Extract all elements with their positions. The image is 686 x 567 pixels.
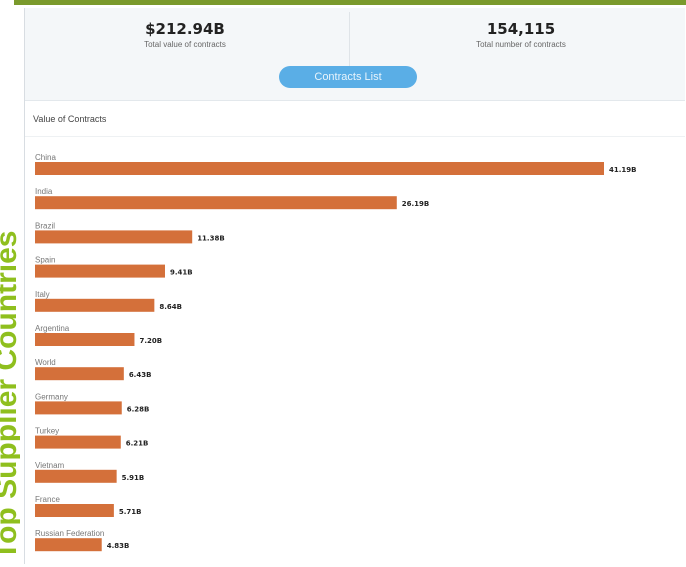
bar-italy[interactable]: [35, 298, 155, 312]
kpi-band: $212.94B Total value of contracts 154,11…: [25, 8, 685, 101]
value-label-vietnam: 5.91B: [122, 474, 145, 482]
kpi-total-count-label: Total number of contracts: [476, 40, 566, 49]
value-label-germany: 6.28B: [127, 405, 150, 413]
bar-spain[interactable]: [35, 264, 165, 278]
category-label-turkey: Turkey: [35, 427, 59, 436]
side-title-text: Top Supplier Countries: [0, 230, 20, 560]
category-label-russian-federation: Russian Federation: [35, 529, 104, 538]
category-label-india: India: [35, 187, 53, 196]
kpi-total-value-label: Total value of contracts: [144, 40, 226, 49]
bar-france[interactable]: [35, 504, 114, 517]
kpi-total-count-number: 154,115: [486, 20, 556, 38]
category-label-brazil: Brazil: [35, 221, 55, 230]
category-label-world: World: [35, 358, 56, 367]
top-accent-rule: [14, 0, 686, 5]
kpi-total-value: $212.94B Total value of contracts: [35, 20, 335, 49]
category-label-china: China: [35, 153, 56, 162]
dashboard-card: $212.94B Total value of contracts 154,11…: [24, 8, 685, 564]
section-divider: [25, 136, 685, 137]
category-label-spain: Spain: [35, 256, 55, 265]
value-label-italy: 8.64B: [159, 303, 182, 311]
contracts-list-button[interactable]: Contracts List: [279, 66, 417, 88]
bar-chart: China 41.19B India 26.19B Brazil 11.38B Spain 9…: [35, 153, 636, 552]
category-label-france: France: [35, 495, 60, 504]
value-label-france: 5.71B: [119, 508, 142, 516]
kpi-total-count: 154,115 Total number of contracts: [371, 20, 671, 49]
bar-brazil[interactable]: [35, 230, 193, 244]
category-label-argentina: Argentina: [35, 324, 70, 333]
value-label-india: 26.19B: [402, 200, 429, 208]
bar-vietnam[interactable]: [35, 469, 117, 483]
bar-turkey[interactable]: [35, 435, 121, 449]
bar-germany[interactable]: [35, 401, 122, 415]
category-label-vietnam: Vietnam: [35, 461, 65, 470]
kpi-total-value-number: $212.94B: [145, 20, 225, 38]
bar-china[interactable]: [35, 162, 604, 175]
value-label-china: 41.19B: [609, 166, 636, 174]
side-title: Top Supplier Countries: [0, 120, 20, 560]
value-label-turkey: 6.21B: [126, 440, 149, 448]
kpi-divider: [349, 12, 350, 68]
bar-india[interactable]: [35, 196, 397, 210]
category-label-germany: Germany: [35, 392, 68, 401]
value-label-argentina: 7.20B: [139, 337, 162, 345]
value-label-spain: 9.41B: [170, 269, 193, 277]
value-label-world: 6.43B: [129, 371, 152, 379]
value-label-brazil: 11.38B: [197, 234, 224, 242]
category-label-italy: Italy: [35, 290, 50, 299]
value-label-russian-federation: 4.83B: [107, 542, 130, 550]
bar-russian-federation[interactable]: [35, 538, 102, 552]
section-label: Value of Contracts: [33, 114, 107, 124]
bar-argentina[interactable]: [35, 333, 135, 346]
bar-world[interactable]: [35, 367, 124, 381]
